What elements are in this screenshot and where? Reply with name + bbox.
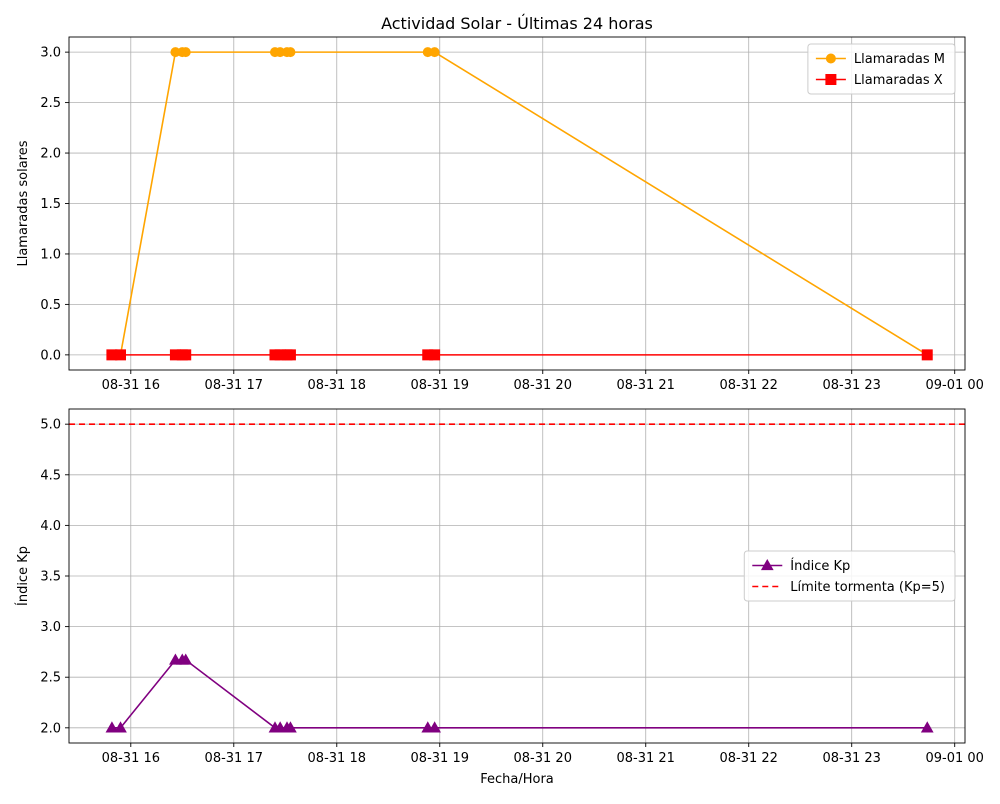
y-tick-label: 5.0 [40, 418, 61, 433]
data-point [920, 721, 934, 733]
data-point [284, 721, 297, 733]
y-tick-label: 2.0 [40, 147, 61, 162]
y-tick-label: 2.5 [40, 96, 61, 111]
x-tick-label: 08-31 16 [102, 751, 160, 766]
chart-panel-2: 08-31 16 08-31 17 08-31 18 08-31 19 08-31 20… [15, 408, 984, 787]
x-tick-label: 08-31 23 [822, 378, 880, 393]
data-point [429, 349, 441, 361]
data-point [285, 47, 296, 58]
x-tick-label: 09-01 00 [925, 378, 983, 393]
x-tick-label: 08-31 19 [411, 378, 469, 393]
x-tick-label: 09-01 00 [925, 751, 983, 766]
x-tick-label: 08-31 19 [411, 751, 469, 766]
legend-label: Llamaradas X [854, 73, 943, 88]
data-point [180, 349, 192, 361]
y-tick-label: 4.5 [40, 468, 61, 483]
x-tick-label: 08-31 17 [205, 378, 263, 393]
x-tick-label: 08-31 21 [617, 378, 675, 393]
x-axis-label: Fecha/Hora [480, 772, 554, 787]
x-tick-label: 08-31 17 [205, 751, 263, 766]
y-tick-label: 1.0 [40, 247, 61, 262]
legend: Llamaradas M Llamaradas X [807, 43, 956, 95]
data-point [114, 349, 126, 361]
x-tick-label: 08-31 22 [719, 378, 777, 393]
legend-swatch-marker [825, 53, 836, 64]
x-tick-label: 08-31 23 [822, 751, 880, 766]
legend-swatch-marker [825, 74, 837, 85]
data-point [179, 653, 193, 665]
legend-label: Índice Kp [790, 558, 850, 574]
y-tick-label: 3.0 [40, 620, 61, 635]
y-tick-label: 0.5 [40, 298, 61, 313]
data-point [284, 349, 296, 361]
data-point [921, 349, 933, 361]
legend-label: Límite tormenta (Kp=5) [790, 580, 945, 595]
x-tick-label: 08-31 18 [308, 751, 366, 766]
series-line-1 [111, 659, 928, 729]
y-tick-label: 0.0 [40, 348, 61, 363]
y-axis-label: Llamaradas solares [16, 140, 31, 266]
x-tick-label: 08-31 18 [308, 378, 366, 393]
chart-title: Actividad Solar - Últimas 24 horas [381, 14, 653, 33]
y-tick-label: 2.0 [40, 721, 61, 736]
y-tick-label: 2.5 [40, 671, 61, 686]
x-tick-label: 08-31 22 [719, 751, 777, 766]
data-point [180, 47, 191, 58]
y-tick-label: 1.5 [40, 197, 61, 212]
x-tick-label: 08-31 20 [514, 751, 572, 766]
data-point [114, 721, 127, 733]
chart-panel-1: 08-31 16 08-31 17 08-31 18 08-31 19 08-31 20… [16, 14, 984, 393]
legend-label: Llamaradas M [854, 52, 945, 67]
legend-swatch-marker [760, 558, 774, 571]
x-tick-label: 08-31 16 [102, 378, 160, 393]
y-tick-label: 4.0 [40, 519, 61, 534]
legend-box [743, 550, 956, 602]
x-tick-label: 08-31 21 [617, 751, 675, 766]
x-tick-label: 08-31 20 [514, 378, 572, 393]
legend: Índice Kp Límite tormenta (Kp=5) [743, 550, 956, 602]
data-point [105, 721, 119, 733]
legend-box [807, 43, 956, 95]
y-tick-label: 3.5 [40, 570, 61, 585]
y-axis-label: Índice Kp [15, 546, 31, 606]
y-tick-label: 3.0 [40, 46, 61, 61]
data-point [428, 721, 441, 733]
data-point [429, 47, 440, 58]
